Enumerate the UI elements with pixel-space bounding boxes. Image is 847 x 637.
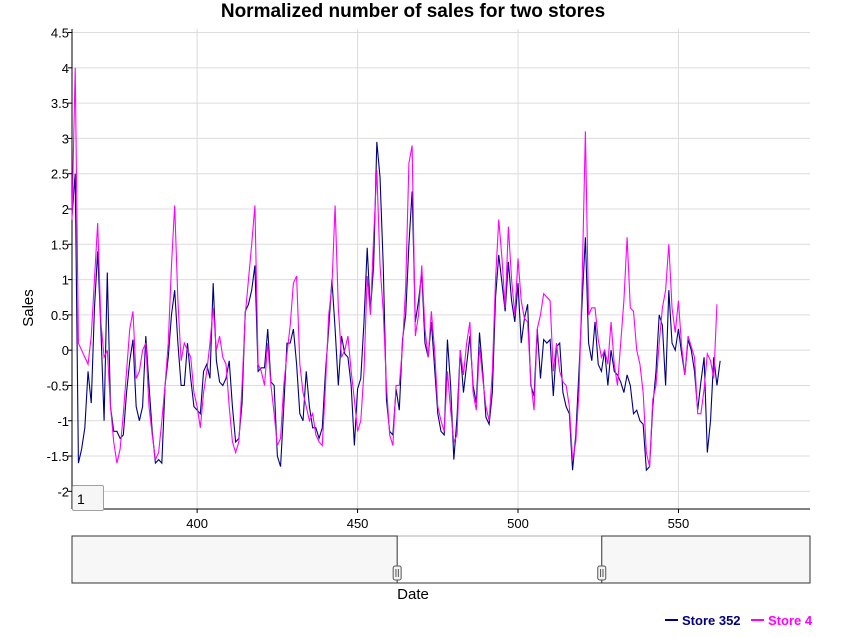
legend-label-store-4: Store 4 bbox=[768, 613, 813, 628]
y-tick-label: -1.5 bbox=[47, 449, 69, 464]
x-tick-label: 450 bbox=[347, 516, 369, 531]
y-axis-label: Sales bbox=[20, 289, 37, 327]
y-tick-label: 4 bbox=[62, 61, 69, 76]
grid bbox=[72, 29, 810, 509]
handle-grip[interactable] bbox=[392, 565, 402, 581]
x-tick-label: 400 bbox=[186, 516, 208, 531]
y-tick-label: -2 bbox=[57, 484, 69, 499]
y-tick-label: 1.5 bbox=[51, 237, 69, 252]
y-axis: 4.5 4 3.5 3 2.5 2 1.5 1 0.5 0 -0.5 -1 -1.5 -2 bbox=[47, 26, 72, 499]
plot-area bbox=[72, 29, 810, 509]
x-axis-label: Date bbox=[397, 586, 429, 603]
y-tick-label: 2 bbox=[62, 202, 69, 217]
y-tick-label: 0 bbox=[62, 343, 69, 358]
series-lines bbox=[71, 67, 721, 472]
y-tick-label: -1 bbox=[57, 414, 69, 429]
legend-label-store-352: Store 352 bbox=[682, 613, 741, 628]
roll-period-input[interactable]: 1 bbox=[72, 485, 104, 511]
series-line-store-4 bbox=[71, 67, 718, 467]
chart-title: Normalized number of sales for two store… bbox=[221, 1, 605, 22]
legend: Store 352 Store 4 bbox=[665, 613, 813, 628]
y-tick-label: 3 bbox=[62, 131, 69, 146]
range-selector-unselected-right bbox=[601, 536, 810, 583]
y-tick-label: 4.5 bbox=[51, 26, 69, 41]
y-tick-label: 0.5 bbox=[51, 308, 69, 323]
range-selector-right-handle[interactable] bbox=[597, 565, 607, 581]
legend-item-store-4: Store 4 bbox=[751, 613, 813, 628]
range-selector[interactable] bbox=[71, 535, 811, 584]
legend-item-store-352: Store 352 bbox=[665, 613, 741, 628]
x-tick-label: 550 bbox=[668, 516, 690, 531]
y-tick-label: -0.5 bbox=[47, 378, 69, 393]
range-selector-unselected-left bbox=[72, 536, 398, 583]
y-tick-label: 3.5 bbox=[51, 96, 69, 111]
x-axis: 400 450 500 550 bbox=[186, 509, 689, 531]
range-selector-left-handle[interactable] bbox=[392, 565, 402, 581]
y-tick-label: 1 bbox=[62, 273, 69, 288]
handle-grip[interactable] bbox=[597, 565, 607, 581]
range-selector-window bbox=[71, 535, 811, 584]
y-tick-label: 2.5 bbox=[51, 167, 69, 182]
x-tick-label: 500 bbox=[507, 516, 529, 531]
